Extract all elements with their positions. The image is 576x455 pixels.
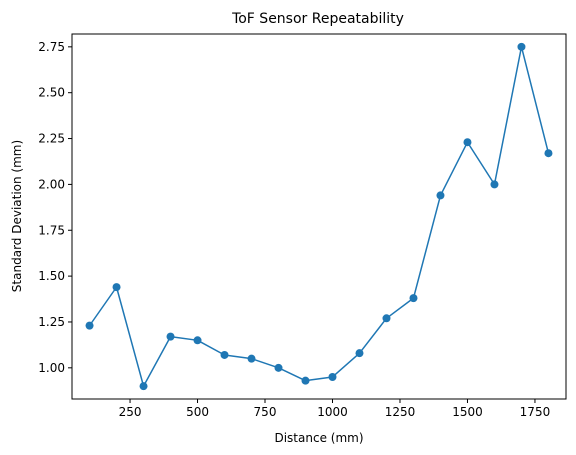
x-tick-label: 1750 <box>520 405 551 419</box>
y-axis-label: Standard Deviation (mm) <box>10 140 24 292</box>
x-tick-label: 1000 <box>317 405 348 419</box>
data-point <box>328 372 337 381</box>
x-tick-label: 250 <box>119 405 142 419</box>
x-axis-label: Distance (mm) <box>274 431 363 445</box>
y-tick-label: 1.25 <box>38 315 65 329</box>
plot-area <box>85 42 553 391</box>
data-point <box>220 350 229 359</box>
x-tick-label: 750 <box>254 405 277 419</box>
plot-frame <box>71 33 567 400</box>
x-tick-label: 1500 <box>452 405 483 419</box>
y-tick-label: 1.00 <box>38 361 65 375</box>
data-point <box>193 336 202 345</box>
data-point <box>355 349 364 358</box>
y-tick-label: 2.50 <box>38 86 65 100</box>
data-point <box>463 138 472 147</box>
y-tick-label: 2.75 <box>38 40 65 54</box>
data-point <box>517 42 526 51</box>
data-point <box>85 321 94 330</box>
data-point <box>274 363 283 372</box>
data-point <box>436 191 445 200</box>
data-point <box>247 354 256 363</box>
x-axis: 250 500 750 1000 1250 1500 1750 <box>119 399 551 419</box>
x-tick-label: 1250 <box>385 405 416 419</box>
y-axis: 1.00 1.25 1.50 1.75 2.00 2.25 2.50 2.75 <box>38 40 72 375</box>
data-point <box>139 382 148 391</box>
data-point <box>544 149 553 158</box>
x-tick-label: 500 <box>186 405 209 419</box>
data-point <box>112 283 121 292</box>
chart-title: ToF Sensor Repeatability <box>231 11 404 27</box>
y-tick-label: 2.00 <box>38 177 65 191</box>
data-point <box>409 294 418 303</box>
y-tick-label: 2.25 <box>38 132 65 146</box>
data-point <box>301 376 310 385</box>
data-point <box>166 332 175 341</box>
data-point <box>490 180 499 189</box>
data-point <box>382 314 391 323</box>
series-line <box>88 46 550 387</box>
y-tick-label: 1.50 <box>38 269 65 283</box>
y-tick-label: 1.75 <box>38 223 65 237</box>
